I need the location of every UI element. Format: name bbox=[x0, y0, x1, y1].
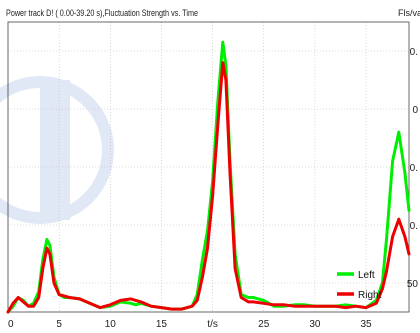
chart-title: Power track D! ( 0.00-39.20 s),Fluctuati… bbox=[6, 8, 198, 18]
x-tick-label: 30 bbox=[309, 319, 321, 330]
x-tick-label: 0 bbox=[8, 319, 14, 330]
x-tick-label: t/s bbox=[207, 319, 218, 330]
x-tick-label: 25 bbox=[258, 319, 270, 330]
x-tick-labels: 0 5 10 15 t/s 25 30 35 bbox=[8, 319, 372, 330]
legend: Left Right bbox=[337, 270, 382, 301]
y-unit-label: Fls/va bbox=[398, 8, 420, 18]
plot-area bbox=[7, 21, 410, 313]
watermark-logo bbox=[0, 76, 114, 224]
y-tick-label: 0. bbox=[410, 163, 418, 174]
gridlines bbox=[7, 22, 409, 312]
y-tick-label: 0. bbox=[410, 221, 418, 232]
y-tick-label: 50 bbox=[407, 279, 419, 290]
series-lines bbox=[6, 40, 411, 314]
x-tick-label: 5 bbox=[56, 319, 62, 330]
x-tick-label: 35 bbox=[360, 319, 372, 330]
series-line-right bbox=[6, 61, 411, 314]
x-tick-label: 10 bbox=[105, 319, 117, 330]
y-tick-labels: 50 0. 0. 0 0. bbox=[407, 47, 419, 290]
y-tick-label: 0. bbox=[410, 47, 418, 58]
x-tick-label: 15 bbox=[156, 319, 168, 330]
legend-right-label: Right bbox=[358, 290, 382, 301]
legend-left-label: Left bbox=[358, 270, 375, 281]
y-tick-label: 0 bbox=[412, 105, 418, 116]
